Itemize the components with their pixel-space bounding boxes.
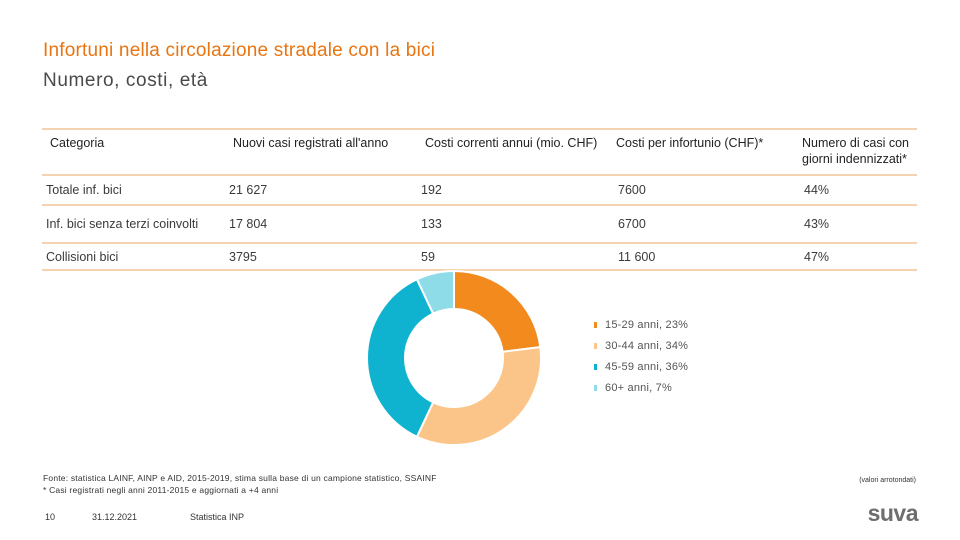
asterisk-note: * Casi registrati negli anni 2011-2015 e… bbox=[43, 485, 279, 495]
table-cell: 47% bbox=[794, 243, 917, 271]
table-cell: 3795 bbox=[225, 243, 417, 271]
legend-item: 60+ anni, 7% bbox=[594, 381, 688, 402]
legend-swatch bbox=[594, 343, 597, 349]
table-cell: 17 804 bbox=[225, 205, 417, 244]
table-header-cell: Numero di casi con giorni indennizzati* bbox=[794, 128, 917, 176]
legend-swatch bbox=[594, 364, 597, 370]
table-cell: Inf. bici senza terzi coinvolti bbox=[42, 205, 225, 244]
table-cell: 44% bbox=[794, 175, 917, 206]
rounded-values-note: (valori arrotondati) bbox=[859, 477, 916, 484]
legend-item: 45-59 anni, 36% bbox=[594, 360, 688, 381]
table-cell: 6700 bbox=[608, 205, 794, 244]
chart-legend: 15-29 anni, 23% 30-44 anni, 34% 45-59 an… bbox=[594, 318, 688, 402]
legend-label: 30-44 anni, 34% bbox=[605, 340, 689, 352]
table-row: Collisioni bici 3795 59 11 600 47% bbox=[42, 243, 917, 271]
table-cell: 11 600 bbox=[608, 243, 794, 271]
table-row: Inf. bici senza terzi coinvolti 17 804 1… bbox=[42, 205, 917, 244]
legend-item: 30-44 anni, 34% bbox=[594, 339, 688, 360]
table-header-cell: Categoria bbox=[42, 128, 225, 176]
table-cell: 59 bbox=[417, 243, 608, 271]
table-cell: Collisioni bici bbox=[42, 243, 225, 271]
table-header-cell: Costi correnti annui (mio. CHF) bbox=[417, 128, 608, 176]
table-header-cell: Nuovi casi registrati all'anno bbox=[225, 128, 417, 176]
table-header-row: Categoria Nuovi casi registrati all'anno… bbox=[42, 128, 917, 176]
data-table: Categoria Nuovi casi registrati all'anno… bbox=[42, 128, 917, 271]
legend-item: 15-29 anni, 23% bbox=[594, 318, 688, 339]
table-cell: Totale inf. bici bbox=[42, 175, 225, 206]
table-row: Totale inf. bici 21 627 192 7600 44% bbox=[42, 175, 917, 206]
donut-slice-30-44-anni bbox=[415, 345, 542, 446]
legend-label: 15-29 anni, 23% bbox=[605, 319, 689, 331]
page-subtitle: Numero, costi, età bbox=[43, 70, 208, 91]
age-donut-chart bbox=[366, 269, 542, 446]
legend-label: 60+ anni, 7% bbox=[605, 382, 672, 394]
page-title: Infortuni nella circolazione stradale co… bbox=[43, 40, 436, 61]
donut-slice-15-29-anni bbox=[453, 269, 542, 353]
table-cell: 43% bbox=[794, 205, 917, 244]
table-cell: 21 627 bbox=[225, 175, 417, 206]
source-note: Fonte: statistica LAINF, AINP e AID, 201… bbox=[43, 473, 437, 483]
table-header-cell: Costi per infortunio (CHF)* bbox=[608, 128, 794, 176]
table-cell: 133 bbox=[417, 205, 608, 244]
footer-date: 31.12.2021 bbox=[92, 512, 138, 522]
table-cell: 192 bbox=[417, 175, 608, 206]
donut-slice-45-59-anni bbox=[366, 277, 435, 439]
page-number: 10 bbox=[45, 512, 56, 522]
legend-swatch bbox=[594, 322, 597, 328]
legend-label: 45-59 anni, 36% bbox=[605, 361, 689, 373]
legend-swatch bbox=[594, 385, 597, 391]
table-cell: 7600 bbox=[608, 175, 794, 206]
footer-label: Statistica INP bbox=[190, 512, 245, 522]
donut-slice-60-anni bbox=[415, 269, 455, 315]
suva-logo: suva bbox=[867, 500, 919, 526]
